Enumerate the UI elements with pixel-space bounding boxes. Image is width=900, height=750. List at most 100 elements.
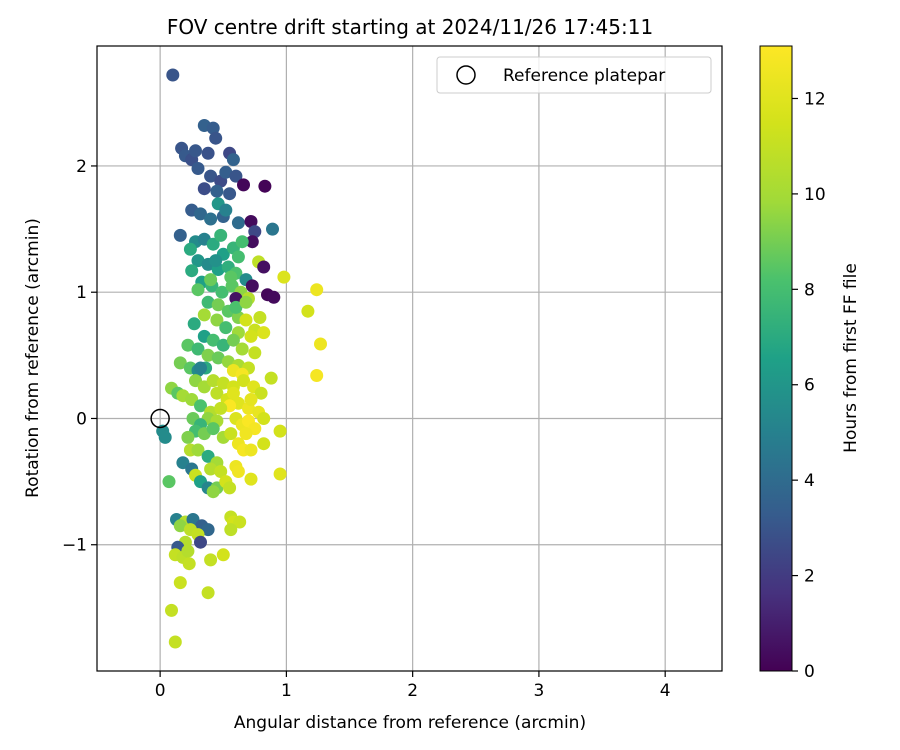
data-point (173, 356, 187, 370)
data-point (206, 333, 220, 347)
data-point (244, 472, 258, 486)
data-point (204, 462, 218, 476)
data-point (197, 308, 211, 322)
data-point (239, 427, 253, 441)
data-point (267, 290, 281, 304)
legend-box (436, 56, 712, 94)
data-point (244, 329, 258, 343)
colorbar-ticks: 0 2 4 6 8 10 12 (792, 89, 826, 682)
data-point (201, 146, 215, 160)
data-point (229, 169, 243, 183)
data-point (209, 131, 223, 145)
chart-title: FOV centre drift starting at 2024/11/26 … (167, 15, 653, 39)
data-point (301, 304, 315, 318)
data-point (181, 544, 195, 558)
data-point (224, 523, 238, 537)
data-point (168, 635, 182, 649)
data-point (181, 338, 195, 352)
data-point (191, 443, 205, 457)
data-point (226, 386, 240, 400)
data-point (173, 576, 187, 590)
data-point (215, 285, 229, 299)
data-point (258, 179, 272, 193)
data-point (194, 361, 207, 375)
data-point (206, 121, 220, 135)
data-point (194, 535, 207, 549)
y-axis-label: Rotation from reference (arcmin) (23, 218, 43, 498)
data-point (223, 481, 237, 495)
data-point (226, 333, 240, 347)
data-point (206, 374, 220, 388)
data-point (235, 235, 249, 249)
data-point (211, 351, 225, 365)
legend-label: Reference platepar (503, 66, 665, 86)
data-point (239, 295, 253, 309)
data-point (266, 222, 279, 236)
data-point (277, 270, 291, 284)
data-point (248, 346, 262, 360)
data-point (204, 212, 218, 226)
data-point (204, 553, 218, 567)
data-point (206, 485, 220, 499)
data-point (166, 68, 180, 82)
data-point (211, 298, 225, 312)
data-point (191, 162, 205, 175)
colorbar-gradient (759, 45, 793, 672)
data-point (231, 465, 245, 478)
data-point (165, 603, 178, 617)
data-point (219, 321, 233, 335)
colorbar-tick-label: 6 (804, 376, 815, 396)
data-point (201, 586, 215, 600)
data-point (253, 311, 267, 324)
colorbar-label: Hours from first FF file (841, 263, 861, 453)
data-point (257, 326, 271, 340)
data-point (244, 393, 258, 406)
x-tick-label: 2 (407, 681, 418, 701)
data-point (216, 376, 230, 390)
x-tick-label: 1 (281, 681, 292, 701)
data-point (216, 338, 230, 352)
data-point (214, 228, 228, 242)
y-axis-ticks: −1 0 1 2 (62, 157, 97, 556)
legend: Reference platepar (436, 56, 712, 94)
data-point (204, 273, 218, 287)
data-point (245, 279, 259, 293)
data-point (219, 203, 233, 217)
data-point (210, 313, 224, 327)
data-point (201, 295, 215, 309)
colorbar: 0 2 4 6 8 10 12 Hours from first FF file (759, 45, 861, 682)
data-point (257, 260, 271, 274)
colorbar-tick-label: 4 (804, 471, 815, 491)
x-tick-label: 3 (534, 681, 545, 701)
x-tick-label: 4 (660, 681, 671, 701)
data-point (229, 300, 243, 314)
colorbar-tick-label: 0 (804, 662, 815, 682)
data-point (229, 292, 243, 305)
data-point (254, 386, 268, 400)
data-point (219, 165, 233, 179)
data-point (214, 465, 228, 478)
x-axis-label: Angular distance from reference (arcmin) (234, 713, 586, 733)
data-point (210, 386, 224, 400)
data-point (248, 225, 262, 239)
y-tick-label: 0 (76, 409, 87, 429)
data-point (201, 348, 215, 362)
colorbar-tick-label: 10 (804, 185, 826, 205)
data-point (194, 399, 207, 413)
data-point (187, 317, 201, 331)
grid-lines (97, 46, 722, 671)
y-tick-label: 1 (76, 283, 87, 303)
data-point (237, 178, 250, 192)
y-tick-label: −1 (62, 536, 87, 556)
data-point (235, 342, 249, 356)
data-point (223, 187, 237, 201)
data-point (204, 169, 218, 183)
data-point (189, 144, 202, 158)
data-point (201, 523, 215, 537)
data-point (182, 557, 196, 571)
data-point (231, 250, 245, 264)
data-point (214, 401, 228, 415)
data-point (206, 237, 220, 251)
data-point (216, 548, 230, 562)
